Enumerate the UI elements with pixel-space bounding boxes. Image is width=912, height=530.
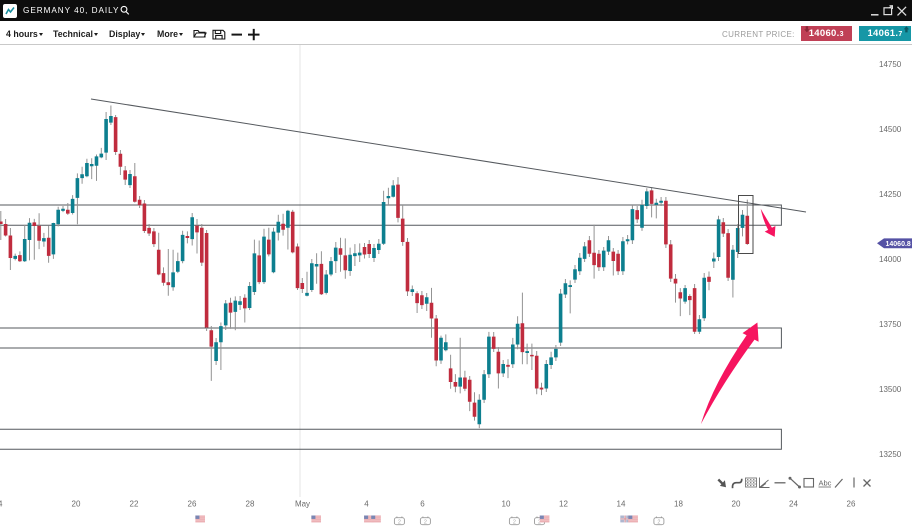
svg-text:2: 2 <box>513 519 516 525</box>
svg-text:13250: 13250 <box>879 450 902 459</box>
svg-text:24: 24 <box>789 500 798 509</box>
svg-text:Abc: Abc <box>819 479 832 488</box>
svg-text:14000: 14000 <box>879 255 902 264</box>
svg-text:28: 28 <box>246 500 255 509</box>
svg-text:22: 22 <box>130 500 139 509</box>
svg-text:20: 20 <box>72 500 81 509</box>
svg-text:26: 26 <box>188 500 197 509</box>
svg-text:6: 6 <box>420 500 425 509</box>
svg-text:10: 10 <box>502 500 511 509</box>
svg-text:26: 26 <box>847 500 856 509</box>
svg-text:2: 2 <box>657 519 660 525</box>
svg-text:May: May <box>295 500 310 509</box>
svg-text:2: 2 <box>424 519 427 525</box>
svg-text:2: 2 <box>398 519 401 525</box>
svg-text:14250: 14250 <box>879 190 902 199</box>
svg-text:13500: 13500 <box>879 385 902 394</box>
svg-text:14750: 14750 <box>879 60 902 69</box>
svg-text:18: 18 <box>674 500 683 509</box>
svg-text:14: 14 <box>617 500 626 509</box>
svg-text:4: 4 <box>364 500 369 509</box>
svg-text:14060.8: 14060.8 <box>886 241 911 248</box>
svg-text:12: 12 <box>559 500 568 509</box>
svg-text:2: 2 <box>538 519 541 525</box>
svg-text:14: 14 <box>0 500 3 509</box>
svg-text:14500: 14500 <box>879 125 902 134</box>
svg-text:13750: 13750 <box>879 320 902 329</box>
svg-text:20: 20 <box>732 500 741 509</box>
